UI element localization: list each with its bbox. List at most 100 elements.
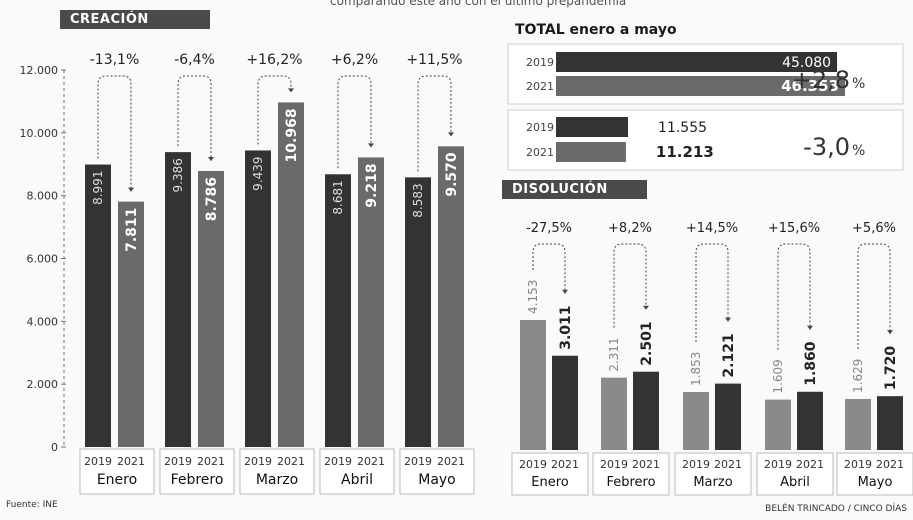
change-bracket — [97, 75, 132, 192]
total-value-label: 11.213 — [656, 143, 714, 161]
category-label: Enero — [97, 472, 137, 488]
year-label: 2021 — [796, 458, 824, 471]
total-value-label: 11.555 — [658, 120, 707, 136]
y-tick-label: 10.000 — [20, 127, 59, 140]
disolucion-label: DISOLUCIÓN — [502, 180, 647, 199]
year-label: 2019 — [519, 458, 547, 471]
year-label: 2019 — [682, 458, 710, 471]
year-label: 2019 — [764, 458, 792, 471]
total-year-label: 2019 — [526, 56, 554, 69]
value-label-2019: 9.386 — [171, 158, 185, 192]
year-label: 2019 — [244, 455, 272, 468]
bar-2021 — [797, 391, 823, 450]
total-value-label: 46.353 — [781, 77, 839, 95]
bar-2021 — [438, 146, 464, 447]
year-label: 2019 — [324, 455, 352, 468]
year-label: 2021 — [357, 455, 385, 468]
bar-2021 — [118, 201, 144, 447]
arrow-head — [288, 88, 294, 93]
category-label: Abril — [780, 475, 810, 490]
value-label-2019: 1.609 — [771, 359, 785, 393]
value-label-2021: 1.720 — [883, 346, 899, 391]
category-box — [399, 448, 475, 495]
category-label: Febrero — [606, 475, 655, 490]
category-box — [592, 452, 670, 496]
bar-2021 — [358, 157, 384, 447]
chart-subtitle: comparando este año con el último prepan… — [330, 0, 627, 8]
year-label: 2021 — [714, 458, 742, 471]
value-label-2021: 1.860 — [803, 341, 819, 386]
bar-2021 — [278, 102, 304, 447]
change-label: +8,2% — [608, 221, 652, 236]
value-label-2021: 7.811 — [124, 208, 140, 252]
year-label: 2019 — [600, 458, 628, 471]
value-label-2021: 2.501 — [639, 321, 655, 365]
creacion-label: CREACIÓN — [60, 10, 210, 29]
total-title: TOTAL enero a mayo — [515, 22, 677, 38]
total-change-label: -3,0 — [803, 133, 850, 161]
total-year-label: 2021 — [526, 146, 554, 159]
bar-2021 — [198, 170, 224, 448]
change-bracket — [337, 75, 372, 169]
category-box — [79, 448, 155, 495]
category-label: Marzo — [693, 475, 732, 490]
arrow-head — [887, 330, 893, 335]
bar-2021 — [552, 355, 578, 450]
total-bar — [556, 117, 629, 137]
arrow-head — [208, 156, 214, 161]
change-label: -13,1% — [90, 52, 140, 68]
y-tick-label: 12.000 — [20, 64, 59, 77]
change-label: +5,6% — [852, 221, 896, 236]
total-value-label: 45.080 — [782, 55, 831, 71]
value-label-2021: 2.121 — [721, 333, 737, 377]
y-tick-label: 4.000 — [27, 315, 59, 328]
category-box — [159, 448, 235, 495]
change-label: +16,2% — [246, 52, 302, 68]
arrow-head — [448, 132, 454, 137]
year-label: 2021 — [117, 455, 145, 468]
source-note: Fuente: INE — [6, 500, 58, 510]
y-tick-label: 8.000 — [27, 190, 59, 203]
value-label-2019: 4.153 — [526, 280, 540, 314]
value-label-2021: 3.011 — [558, 305, 574, 349]
value-label-2019: 1.853 — [689, 352, 703, 386]
change-label: +15,6% — [768, 221, 820, 236]
bar-2019 — [845, 399, 871, 450]
credit-note: BELÉN TRINCADO / CINCO DÍAS — [765, 504, 907, 514]
year-label: 2019 — [164, 455, 192, 468]
value-label-2021: 8.786 — [204, 177, 220, 221]
arrow-head — [807, 325, 813, 330]
category-box — [511, 452, 589, 496]
category-label: Mayo — [858, 475, 893, 490]
arrow-head — [128, 187, 134, 192]
bar-2021 — [633, 371, 659, 450]
value-label-2019: 8.583 — [411, 183, 425, 217]
arrow-head — [562, 289, 568, 294]
bar-2021 — [877, 396, 903, 450]
bar-2019 — [683, 391, 709, 450]
category-box — [674, 452, 752, 496]
arrow-head — [643, 305, 649, 310]
year-label: 2019 — [404, 455, 432, 468]
change-label: +6,2% — [331, 52, 378, 68]
value-label-2021: 9.218 — [364, 163, 380, 207]
year-label: 2019 — [84, 455, 112, 468]
value-label-2019: 9.439 — [251, 156, 265, 190]
y-tick-label: 2.000 — [27, 378, 59, 391]
category-box — [836, 452, 913, 496]
change-bracket — [695, 243, 729, 342]
total-year-label: 2021 — [526, 80, 554, 93]
category-box — [239, 448, 315, 495]
arrow-head — [368, 143, 374, 148]
change-bracket — [857, 243, 891, 350]
total-change-percent: % — [852, 143, 865, 159]
year-label: 2021 — [551, 458, 579, 471]
value-label-2019: 8.681 — [331, 180, 345, 214]
total-bar — [556, 142, 626, 162]
total-bar — [556, 52, 838, 72]
value-label-2021: 10.968 — [284, 108, 300, 162]
change-bracket — [257, 75, 292, 145]
year-label: 2019 — [844, 458, 872, 471]
arrow-head — [725, 317, 731, 322]
